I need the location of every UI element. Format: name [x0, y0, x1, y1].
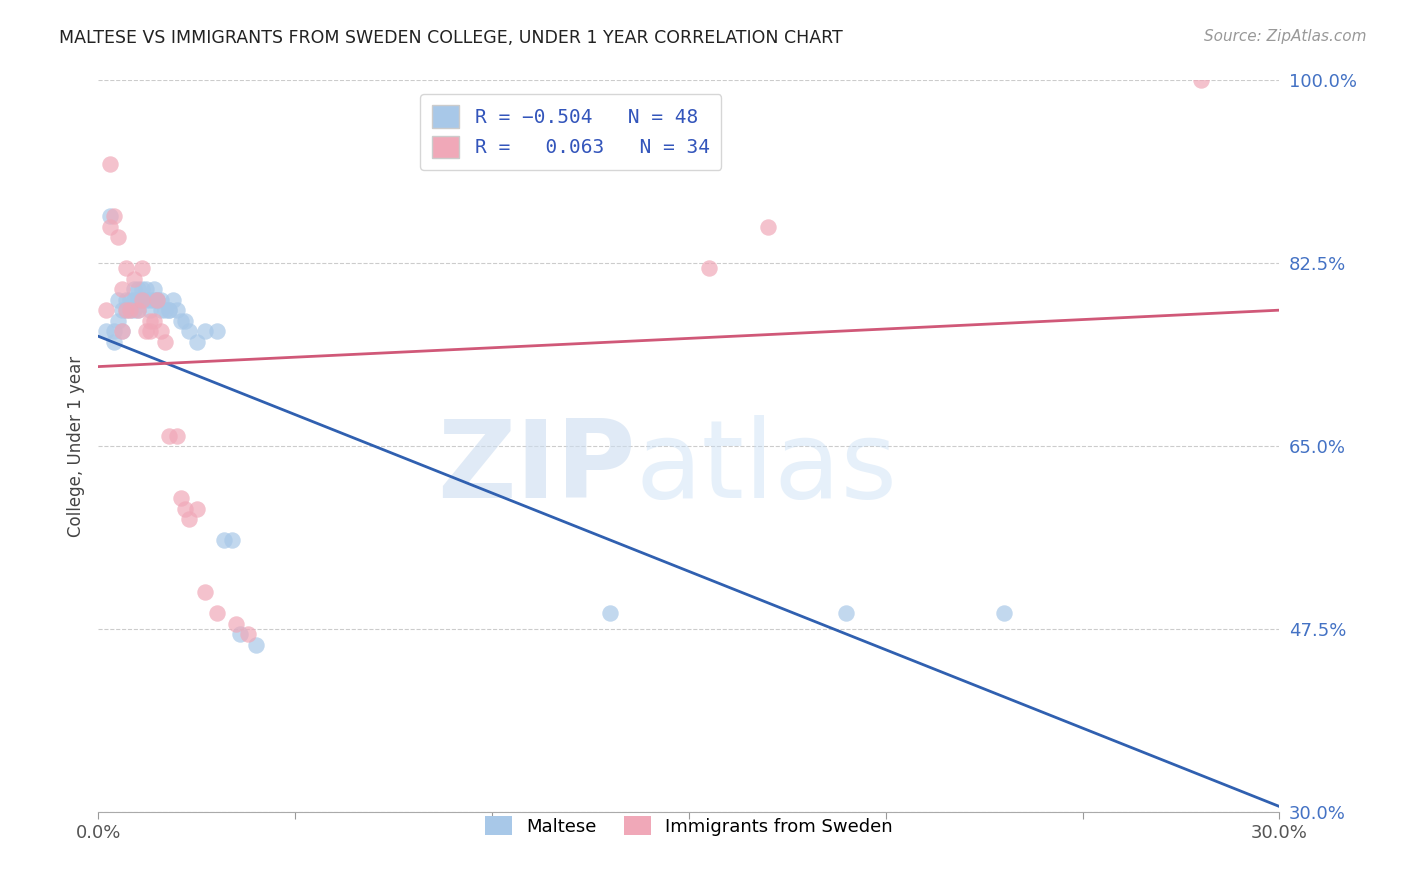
Point	[225, 616, 247, 631]
Point	[993, 606, 1015, 620]
Point	[127, 293, 149, 307]
Point	[166, 303, 188, 318]
Point	[122, 293, 145, 307]
Point	[245, 638, 267, 652]
Point	[157, 428, 180, 442]
Point	[155, 303, 177, 318]
Point	[135, 293, 157, 307]
Point	[138, 293, 160, 307]
Point	[157, 303, 180, 318]
Point	[115, 303, 138, 318]
Point	[155, 334, 177, 349]
Point	[107, 293, 129, 307]
Point	[103, 324, 125, 338]
Point	[127, 282, 149, 296]
Point	[96, 303, 118, 318]
Point	[98, 157, 121, 171]
Point	[162, 293, 184, 307]
Point	[186, 501, 208, 516]
Point	[177, 324, 200, 338]
Point	[229, 627, 252, 641]
Point	[205, 606, 228, 620]
Point	[122, 282, 145, 296]
Legend: Maltese, Immigrants from Sweden: Maltese, Immigrants from Sweden	[478, 809, 900, 843]
Point	[115, 303, 138, 318]
Point	[174, 313, 197, 327]
Point	[138, 313, 160, 327]
Point	[96, 324, 118, 338]
Point	[135, 324, 157, 338]
Point	[115, 261, 138, 276]
Point	[177, 512, 200, 526]
Point	[150, 324, 173, 338]
Point	[236, 627, 259, 641]
Point	[131, 293, 153, 307]
Point	[142, 313, 165, 327]
Point	[194, 324, 217, 338]
Point	[174, 501, 197, 516]
Point	[186, 334, 208, 349]
Point	[138, 324, 160, 338]
Point	[127, 303, 149, 318]
Text: atlas: atlas	[636, 415, 898, 521]
Point	[599, 606, 621, 620]
Point	[194, 585, 217, 599]
Point	[111, 324, 134, 338]
Point	[214, 533, 236, 547]
Point	[122, 303, 145, 318]
Y-axis label: College, Under 1 year: College, Under 1 year	[66, 355, 84, 537]
Point	[127, 303, 149, 318]
Point	[122, 272, 145, 286]
Point	[205, 324, 228, 338]
Point	[146, 293, 169, 307]
Point	[150, 303, 173, 318]
Point	[103, 334, 125, 349]
Point	[146, 293, 169, 307]
Point	[98, 219, 121, 234]
Point	[118, 303, 141, 318]
Point	[157, 303, 180, 318]
Text: MALTESE VS IMMIGRANTS FROM SWEDEN COLLEGE, UNDER 1 YEAR CORRELATION CHART: MALTESE VS IMMIGRANTS FROM SWEDEN COLLEG…	[59, 29, 842, 47]
Point	[111, 324, 134, 338]
Point	[135, 282, 157, 296]
Point	[697, 261, 720, 276]
Point	[142, 293, 165, 307]
Point	[150, 293, 173, 307]
Point	[142, 282, 165, 296]
Point	[118, 303, 141, 318]
Point	[115, 293, 138, 307]
Point	[170, 313, 193, 327]
Point	[98, 209, 121, 223]
Point	[118, 293, 141, 307]
Point	[166, 428, 188, 442]
Text: ZIP: ZIP	[437, 415, 636, 521]
Point	[131, 261, 153, 276]
Point	[146, 293, 169, 307]
Point	[111, 282, 134, 296]
Point	[138, 303, 160, 318]
Point	[756, 219, 779, 234]
Point	[111, 303, 134, 318]
Point	[103, 209, 125, 223]
Point	[170, 491, 193, 506]
Point	[107, 313, 129, 327]
Point	[1189, 73, 1212, 87]
Point	[835, 606, 858, 620]
Point	[221, 533, 243, 547]
Text: Source: ZipAtlas.com: Source: ZipAtlas.com	[1204, 29, 1367, 45]
Point	[107, 230, 129, 244]
Point	[131, 293, 153, 307]
Point	[131, 282, 153, 296]
